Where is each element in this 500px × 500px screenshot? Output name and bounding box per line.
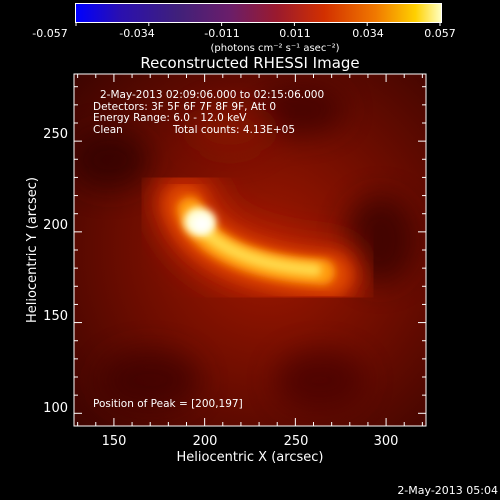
x-tick-label-250: 250 xyxy=(284,434,309,449)
annotation-energy: Energy Range: 6.0 - 12.0 keV xyxy=(93,112,247,124)
colorbar-tick-label-5: 0.057 xyxy=(424,27,456,40)
colorbar-tick-label-0: -0.057 xyxy=(32,27,67,40)
colorbar-tick-label-3: 0.011 xyxy=(279,27,311,40)
y-axis-label: Heliocentric Y (arcsec) xyxy=(25,177,40,323)
colorbar-tick-label-1: -0.034 xyxy=(119,27,154,40)
x-axis-ticks xyxy=(77,74,423,426)
y-tick-label-150: 150 xyxy=(43,309,68,324)
annotation-total-counts: Total counts: 4.13E+05 xyxy=(172,124,295,136)
annotation-clean: Clean xyxy=(93,124,123,136)
rhessi-image xyxy=(74,74,426,426)
colorbar-tick-label-2: -0.011 xyxy=(204,27,239,40)
x-tick-label-150: 150 xyxy=(102,434,127,449)
colorbar xyxy=(75,3,442,23)
y-axis-ticks xyxy=(74,86,426,414)
x-tick-label-200: 200 xyxy=(193,434,218,449)
colorbar-ticks xyxy=(75,22,441,26)
colorbar-units-label: (photons cm⁻² s⁻¹ asec⁻²) xyxy=(210,43,339,54)
x-tick-label-300: 300 xyxy=(374,434,399,449)
annotation-time-range: 2-May-2013 02:09:06.000 to 02:15:06.000 xyxy=(100,89,324,101)
y-tick-label-250: 250 xyxy=(43,127,68,142)
x-axis-label: Heliocentric X (arcsec) xyxy=(177,450,324,465)
annotation-detectors: Detectors: 3F 5F 6F 7F 8F 9F, Att 0 xyxy=(93,101,276,113)
y-tick-label-200: 200 xyxy=(43,218,68,233)
plot-title: Reconstructed RHESSI Image xyxy=(140,54,359,72)
footer-timestamp: 2-May-2013 05:04 xyxy=(397,484,498,497)
colorbar-tick-label-4: 0.034 xyxy=(352,27,384,40)
y-tick-label-100: 100 xyxy=(43,401,68,416)
annotation-peak: Position of Peak = [200,197] xyxy=(93,398,243,410)
